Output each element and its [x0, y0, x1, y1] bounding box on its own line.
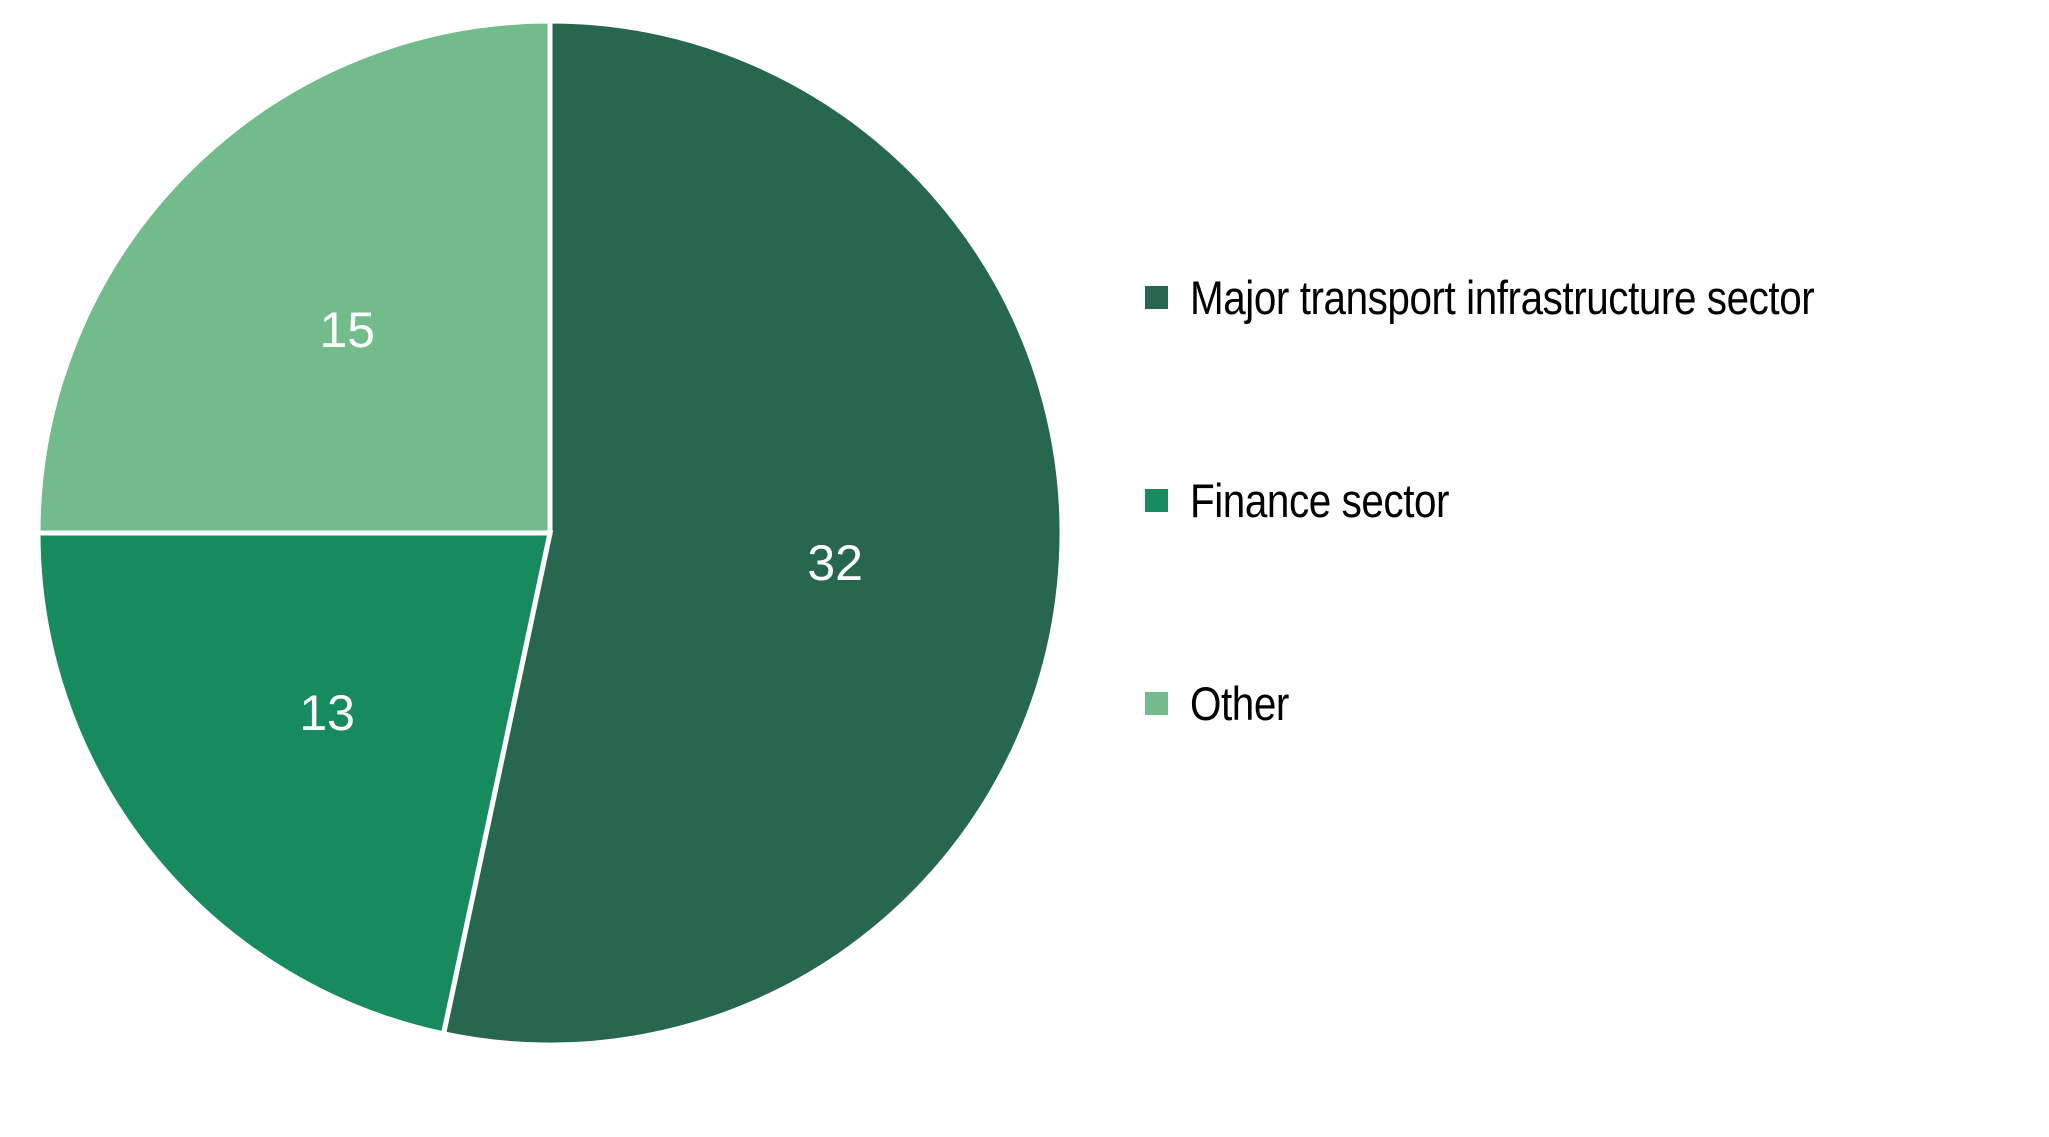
legend-item-other: Other [1145, 676, 1305, 731]
pie-slice-2 [35, 18, 553, 536]
legend-label: Finance sector [1190, 474, 1450, 527]
pie-slice-0 [440, 18, 1065, 1048]
legend-item-finance: Finance sector [1145, 473, 1491, 528]
legend-swatch-icon [1145, 692, 1168, 715]
legend-swatch-icon [1145, 286, 1168, 309]
slice-label-finance: 13 [299, 685, 355, 742]
legend-label: Other [1190, 677, 1289, 730]
pie-slice-1 [35, 530, 554, 1037]
legend-item-major-transport: Major transport infrastructure sector [1145, 270, 1916, 325]
slice-label-major-transport: 32 [807, 534, 863, 591]
legend-swatch-icon [1145, 489, 1168, 512]
legend-label: Major transport infrastructure sector [1190, 271, 1815, 324]
pie-chart: 32 13 15 [35, 18, 1065, 1048]
slice-label-other: 15 [319, 302, 376, 359]
pie-chart-svg [35, 18, 1065, 1048]
